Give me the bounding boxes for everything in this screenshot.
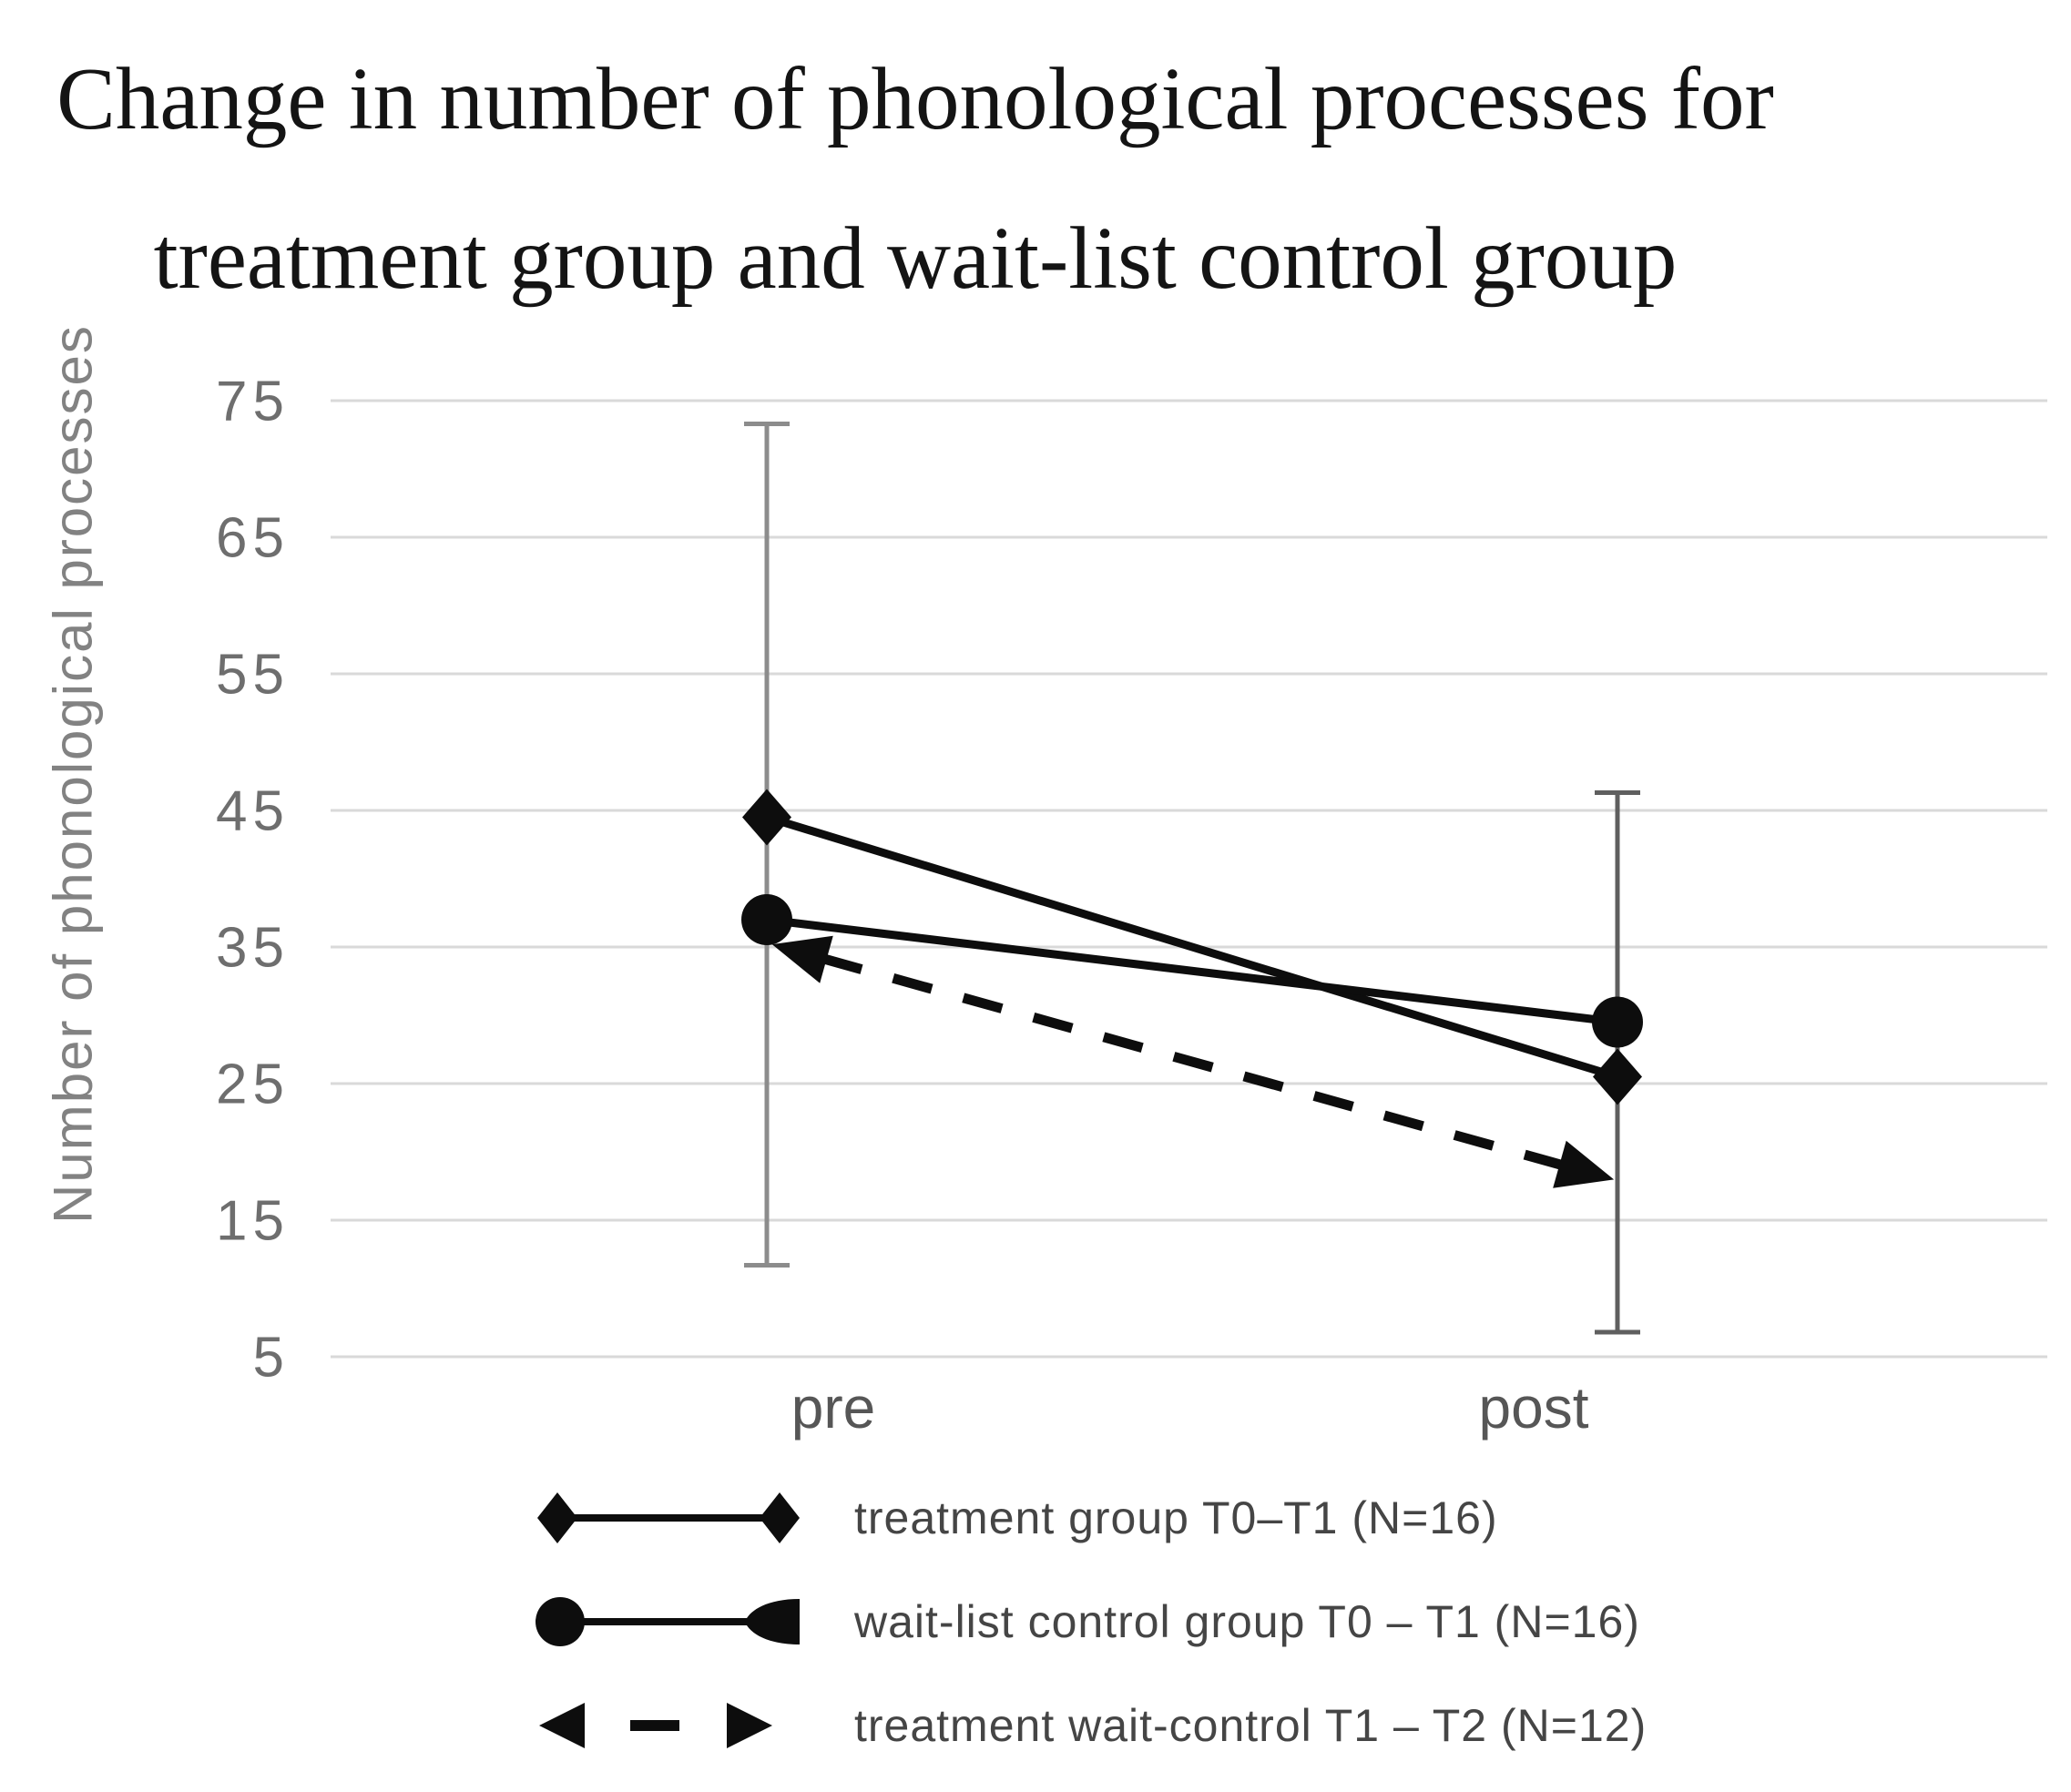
arrow-left-marker bbox=[771, 935, 833, 983]
legend-label-treatment: treatment group T0–T1 (N=16) bbox=[854, 1492, 1498, 1543]
circle-marker bbox=[741, 894, 792, 945]
circle-marker bbox=[1592, 996, 1643, 1048]
y-tick-label: 45 bbox=[216, 780, 290, 843]
legend-item-waitlist: wait-list control group T0 – T1 (N=16) bbox=[536, 1592, 1647, 1652]
legend-item-waitcontrol: treatment wait-control T1 – T2 (N=12) bbox=[536, 1695, 1647, 1756]
chart-title-line1: Change in number of phonological process… bbox=[56, 50, 1774, 148]
series-line-dashed bbox=[821, 953, 1563, 1170]
legend: treatment group T0–T1 (N=16) wait-list c… bbox=[536, 1488, 1647, 1756]
circle-line-circle-icon bbox=[536, 1597, 800, 1646]
y-tick-label: 25 bbox=[216, 1054, 290, 1116]
x-category-label: post bbox=[1479, 1375, 1589, 1441]
series-line-solid bbox=[765, 813, 1619, 1081]
x-category-label: pre bbox=[791, 1375, 876, 1441]
arrow-right-marker bbox=[1553, 1140, 1615, 1188]
dashed-double-arrow-icon bbox=[539, 1703, 772, 1748]
chart-title: Change in number of phonological process… bbox=[9, 20, 1821, 338]
diamond-line-diamond-icon bbox=[537, 1492, 800, 1543]
series-line-solid bbox=[766, 915, 1618, 1026]
legend-label-waitlist: wait-list control group T0 – T1 (N=16) bbox=[854, 1596, 1640, 1647]
legend-label-waitcontrol: treatment wait-control T1 – T2 (N=12) bbox=[854, 1700, 1648, 1751]
diamond-marker bbox=[742, 789, 791, 846]
y-tick-label: 65 bbox=[216, 507, 290, 570]
y-tick-label: 55 bbox=[216, 644, 290, 707]
y-tick-label: 75 bbox=[216, 371, 290, 433]
diamond-marker bbox=[1593, 1048, 1642, 1105]
y-tick-label: 5 bbox=[253, 1327, 290, 1390]
y-tick-label: 15 bbox=[216, 1190, 290, 1253]
legend-item-treatment: treatment group T0–T1 (N=16) bbox=[536, 1488, 1647, 1548]
y-tick-label: 35 bbox=[216, 917, 290, 980]
chart-title-line2: treatment group and wait-list control gr… bbox=[153, 209, 1678, 307]
